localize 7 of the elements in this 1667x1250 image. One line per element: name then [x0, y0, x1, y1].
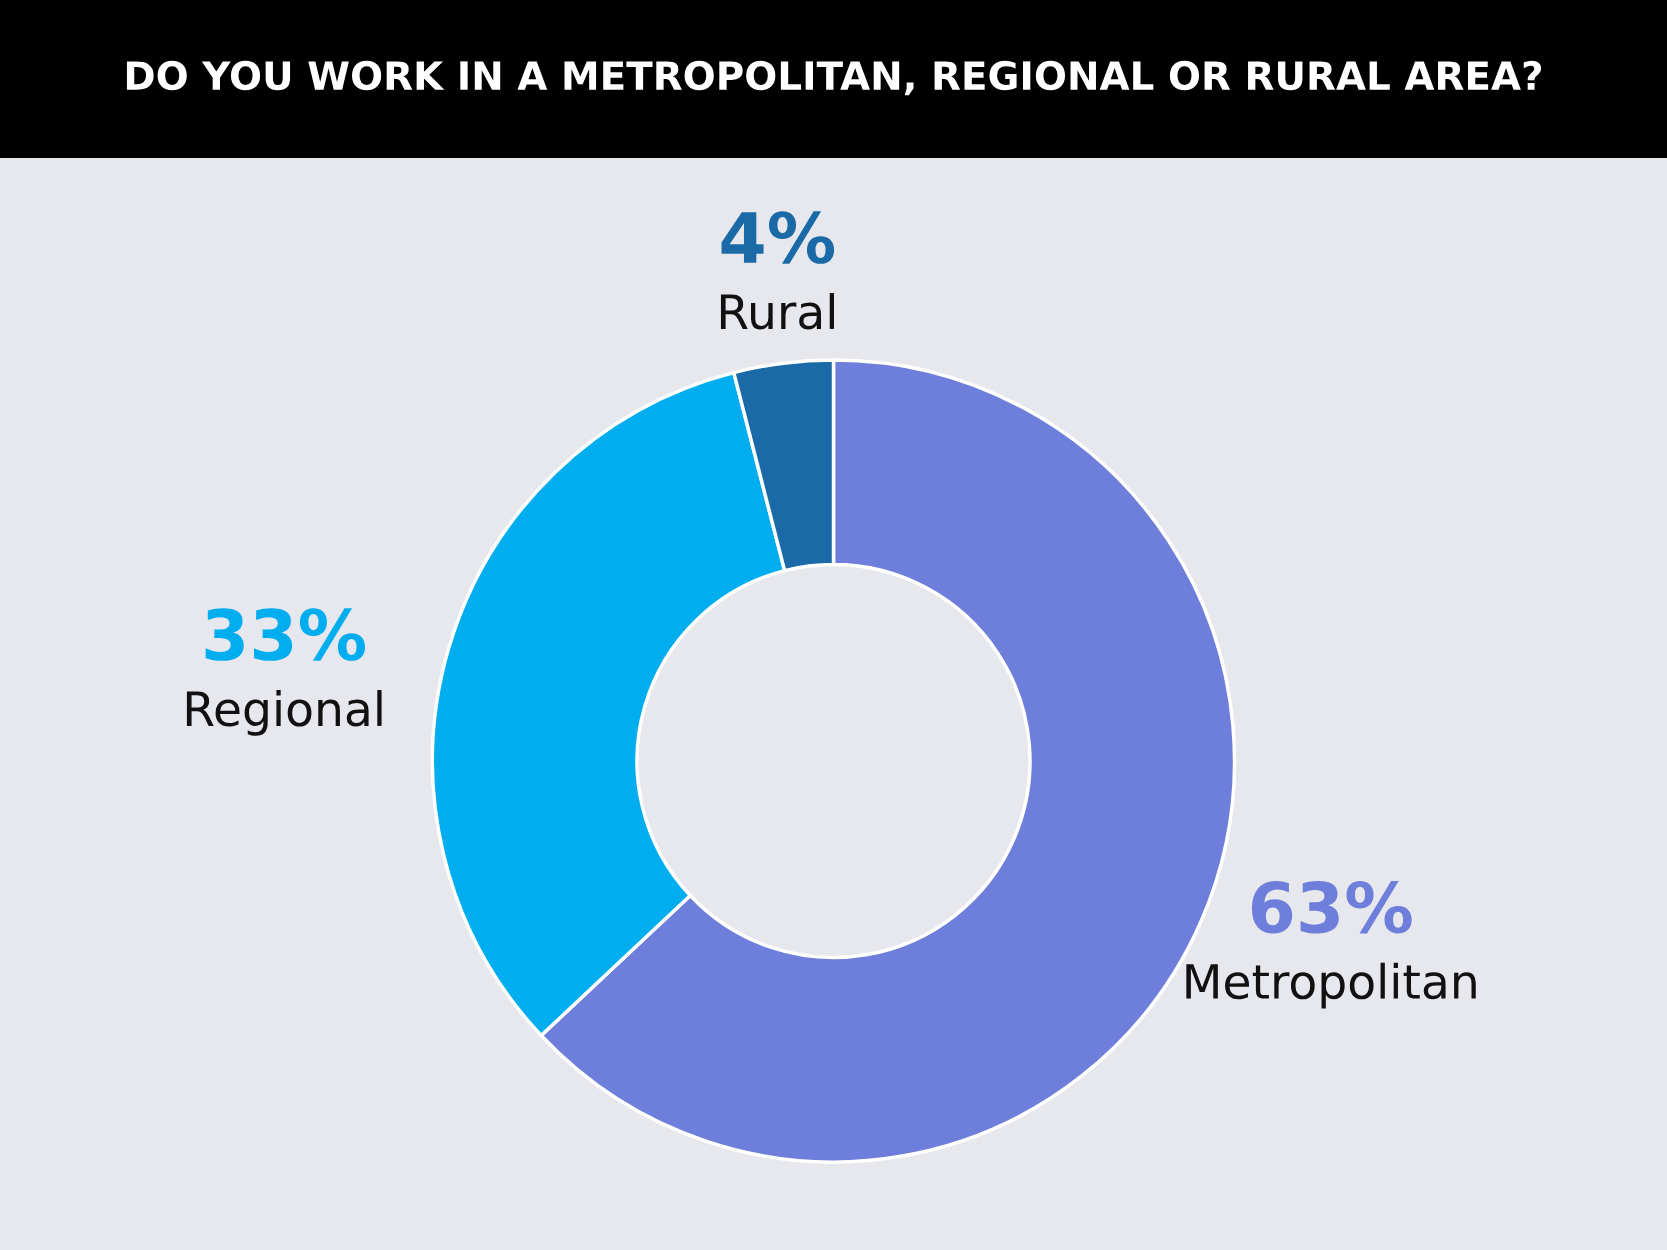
data-label: 4%	[721, 211, 835, 264]
chart-title: DO YOU WORK IN A METROPOLITAN, REGIONAL OR RURAL AREA?	[126, 60, 1542, 96]
data-label: 63%	[1251, 881, 1412, 934]
slice-label: Metropolitan	[1186, 962, 1476, 1009]
slice-label: Regional	[186, 690, 382, 736]
slice-label: Rural	[720, 293, 834, 330]
data-label: 33%	[205, 608, 366, 661]
